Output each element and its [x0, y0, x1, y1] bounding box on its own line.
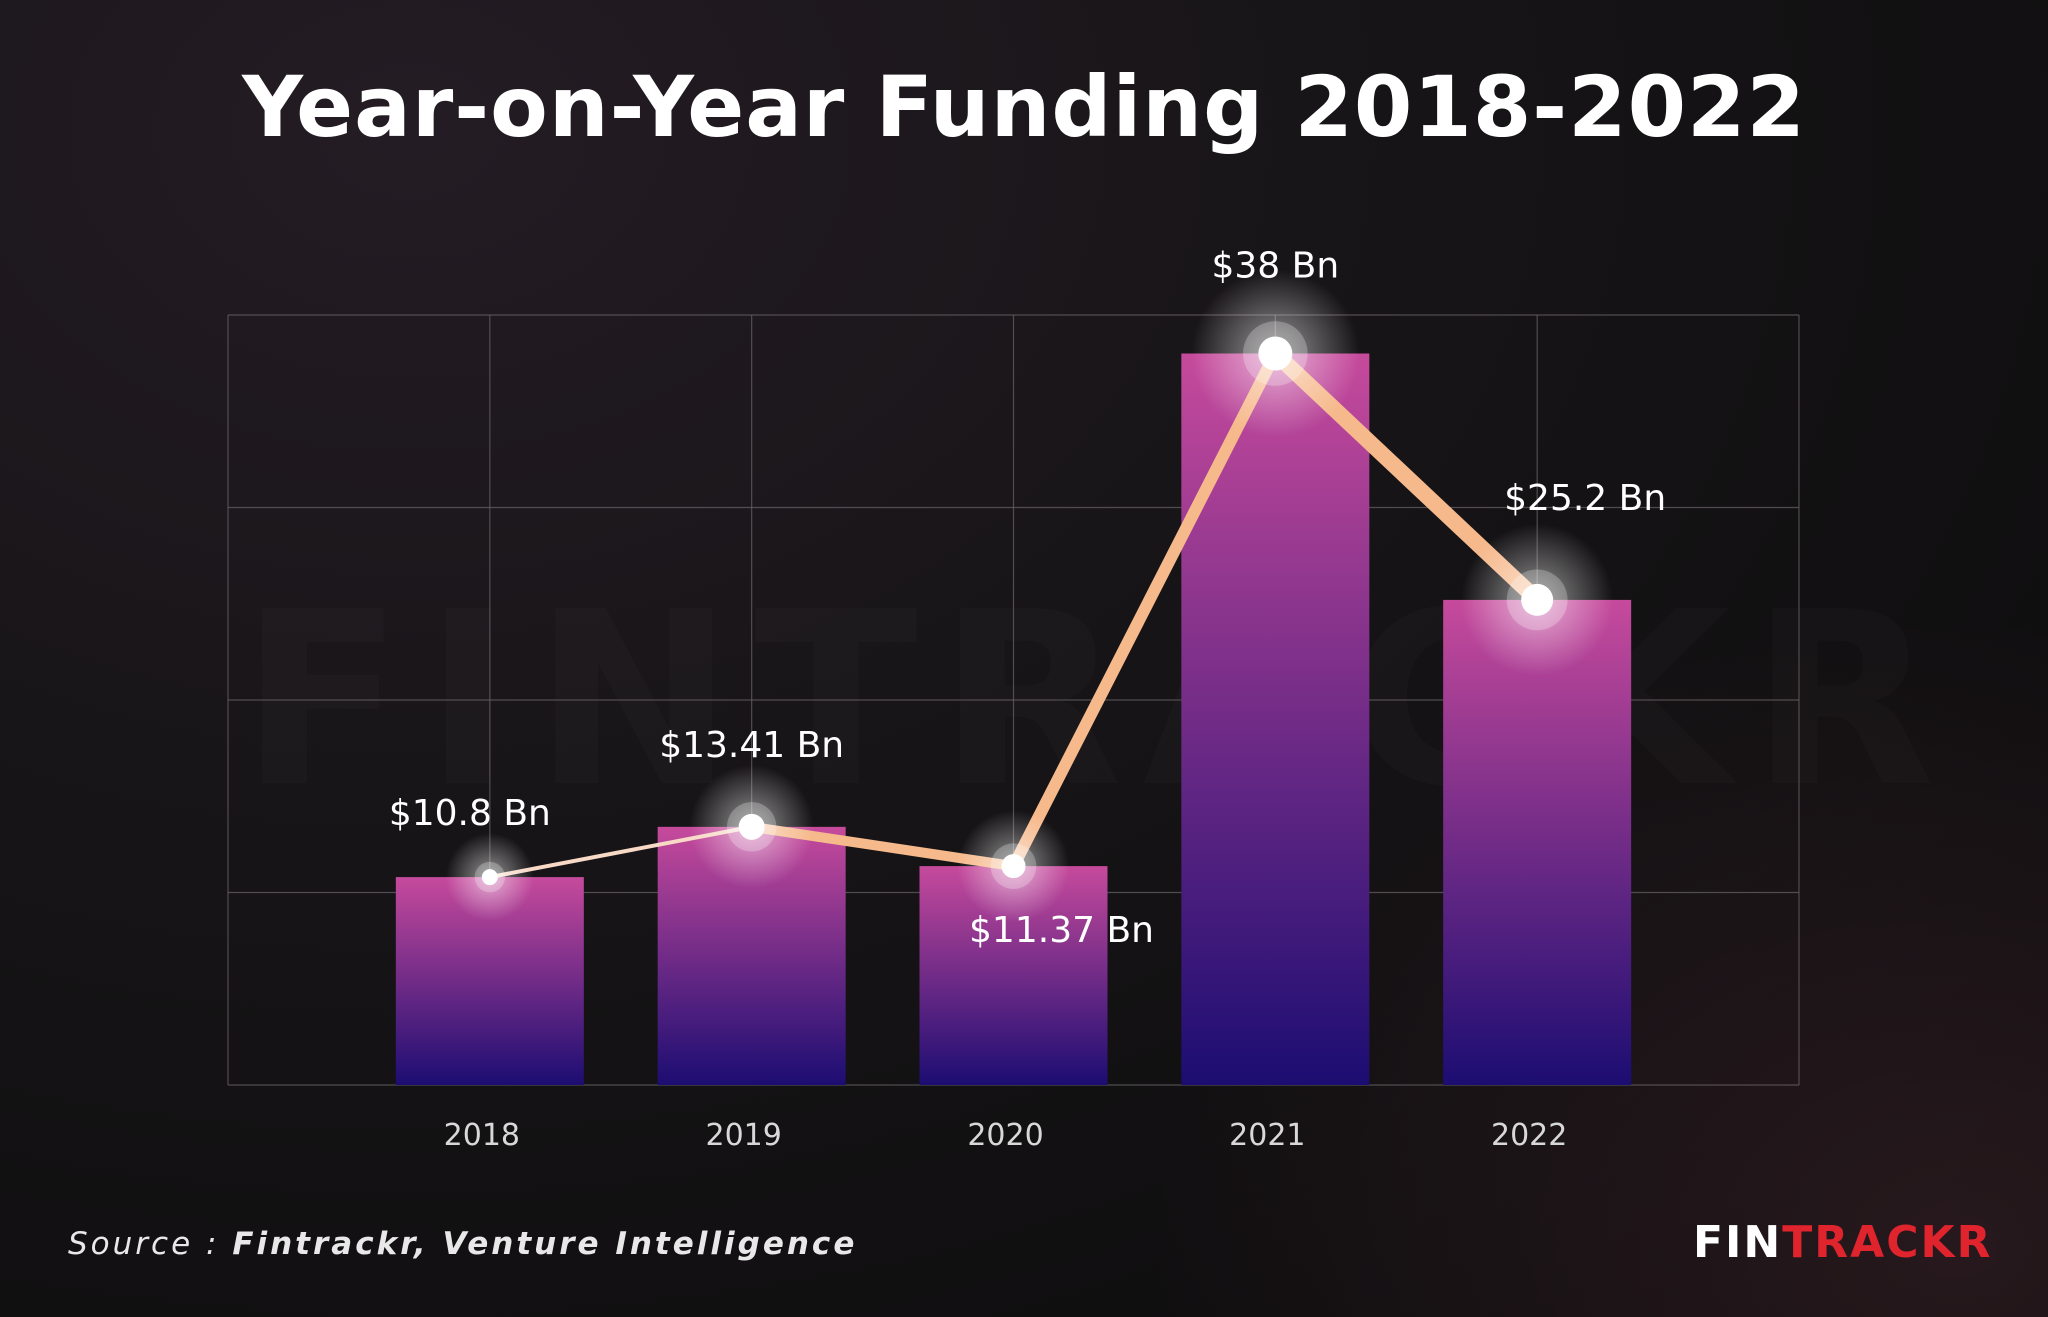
- data-point: [1258, 336, 1293, 371]
- logo-part-2: TRACKR: [1782, 1217, 1993, 1268]
- data-point: [481, 869, 498, 886]
- line-segment: [1007, 347, 1282, 873]
- data-label: $13.41 Bn: [659, 725, 844, 766]
- point-layer: [445, 269, 1614, 923]
- source-text: Fintrackr, Venture Intelligence: [232, 1226, 858, 1262]
- source-prefix: Source :: [68, 1226, 233, 1262]
- x-tick-label: 2019: [705, 1118, 781, 1153]
- chart-title: Year-on-Year Funding 2018-2022: [242, 58, 1806, 156]
- data-label: $10.8 Bn: [389, 793, 551, 834]
- logo-part-1: FIN: [1693, 1217, 1783, 1268]
- data-label: $38 Bn: [1211, 246, 1339, 287]
- bar-2021: [1181, 353, 1370, 1085]
- data-point: [738, 813, 765, 840]
- x-tick-label: 2022: [1491, 1118, 1567, 1153]
- data-label: $11.37 Bn: [969, 910, 1154, 951]
- tick-layer: 2018 2019 2020 2021 2022: [444, 1118, 1568, 1153]
- bar-layer: [395, 353, 1632, 1085]
- fintrackr-logo: FINTRACKR: [1693, 1217, 1992, 1268]
- x-tick-label: 2021: [1229, 1118, 1305, 1153]
- x-tick-label: 2018: [444, 1118, 520, 1153]
- source-note: Source : Fintrackr, Venture Intelligence: [68, 1226, 857, 1262]
- data-point: [1001, 854, 1026, 879]
- label-layer: $10.8 Bn $13.41 Bn $11.37 Bn $38 Bn $25.2 Bn: [389, 246, 1666, 952]
- data-point: [1521, 583, 1554, 616]
- data-label: $25.2 Bn: [1504, 478, 1666, 519]
- bar-2022: [1443, 599, 1632, 1085]
- x-tick-label: 2020: [967, 1118, 1043, 1153]
